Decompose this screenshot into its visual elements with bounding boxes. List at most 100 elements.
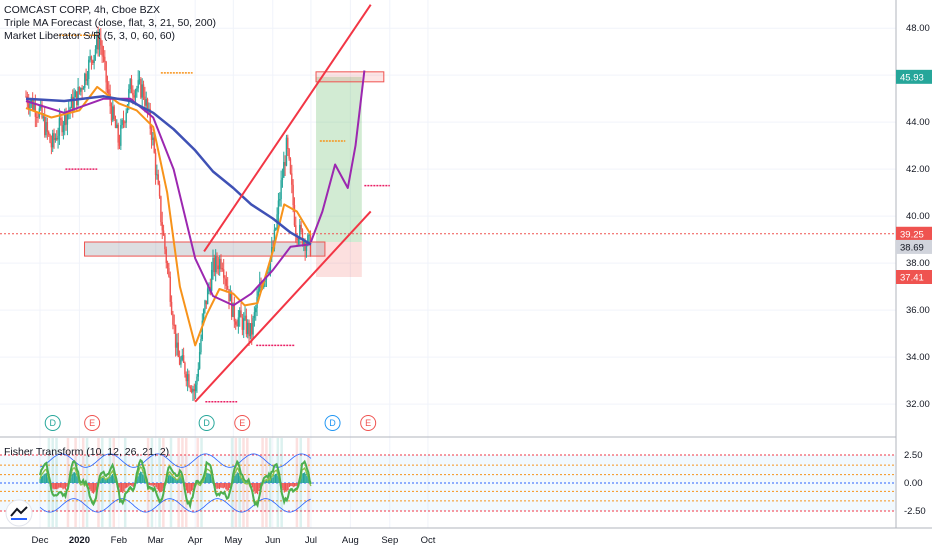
candle-body [287,137,289,150]
histogram-bar [71,474,73,483]
price-tag [896,270,932,285]
histogram-bar [124,483,126,489]
fisher-line [39,458,312,510]
signal-bar [280,438,283,527]
histogram-bar [56,483,58,490]
histogram-bar [175,479,177,483]
candle-body [197,368,200,377]
histogram-bar [70,477,72,483]
histogram-bar [167,475,170,483]
x-tick-label: Oct [421,535,436,546]
histogram-bar [300,478,302,483]
candle-body [146,99,149,111]
candle-body [54,137,57,140]
histogram-bar [265,479,268,483]
signal-bar [295,438,299,527]
event-marker [234,415,251,431]
histogram-bar [253,483,255,492]
candle-body [82,87,85,90]
position-tool[interactable] [315,71,385,278]
histogram-bar [129,483,132,486]
candle-body [221,268,224,270]
candle-body [269,257,272,271]
candle-body [178,357,181,365]
candle-body [296,235,298,241]
y-tick-label: 40.00 [906,211,930,222]
candle-body [281,177,284,181]
oscillator-title[interactable]: Fisher Transform (10, 12, 26, 21, 2) [4,446,170,458]
histogram-bar [204,476,207,483]
candle-body [285,137,288,166]
x-tick-label: Feb [111,535,127,546]
x-tick-label: Sep [381,535,398,546]
candle-body [210,269,213,291]
signal-bar [51,438,54,527]
channel-upper [203,4,372,252]
candle-body [233,302,236,322]
histogram-bar [131,483,133,486]
histogram-bar [40,476,42,483]
chart-title[interactable]: COMCAST CORP, 4h, Cboe BZX [4,4,160,16]
histogram-bar [291,483,293,487]
candle-body [134,91,137,98]
histogram-bar [171,476,173,483]
candle-body [121,120,123,125]
histogram-bar [128,483,130,486]
histogram-bar [151,483,153,486]
histogram-bar [109,476,111,483]
x-tick-label: Jul [305,535,317,546]
histogram-bar [207,473,209,483]
price-tag-label: 45.93 [900,72,924,83]
histogram-bar [141,472,143,483]
indicator-market-liberator[interactable]: Market Liberator S/R (5, 3, 0, 60, 60) [4,30,175,42]
histogram-bar [155,483,157,488]
histogram-bar [272,477,274,483]
histogram-bar [66,483,68,487]
trend-channel[interactable] [194,4,372,403]
candle-body [297,239,300,241]
histogram-bar [276,473,278,483]
histogram-bar [273,474,275,483]
histogram-bar [90,483,92,492]
candle-body [66,113,69,125]
histogram-bar [139,471,142,483]
candle-body [239,310,241,318]
candle-body [160,196,162,223]
channel-lower [194,210,372,403]
histogram-bar [216,483,218,490]
histogram-bar [162,483,165,489]
price-candles [25,26,390,403]
target-zone [316,76,362,242]
candle-body [27,103,30,109]
lower-band [39,498,312,513]
candle-body [72,96,74,111]
event-marker [84,415,101,431]
x-tick-label: Apr [188,535,203,546]
histogram-bar [105,479,107,483]
candle-body [305,244,308,251]
candle-body [42,116,45,118]
histogram-bar [246,482,249,483]
histogram-bar [221,483,223,488]
candle-body [217,265,220,270]
y-tick-label: 48.00 [906,23,930,34]
histogram-bar [257,483,259,495]
histogram-bar [148,483,151,485]
candle-body [48,131,50,135]
candle-body [157,174,159,185]
candle-body [185,374,187,382]
histogram-bar [259,483,261,489]
candle-body [224,277,226,280]
tradingview-logo[interactable] [5,499,33,527]
candle-body [280,180,282,200]
y-tick-label: 42.00 [906,164,930,175]
histogram-bar [95,483,97,491]
price-tag [896,69,932,84]
candle-body [206,288,209,305]
indicator-triple-ma[interactable]: Triple MA Forecast (close, flat, 3, 21, … [4,17,217,29]
x-tick-label: 2020 [69,535,90,546]
candle-body [52,133,54,148]
candle-body [78,86,81,92]
